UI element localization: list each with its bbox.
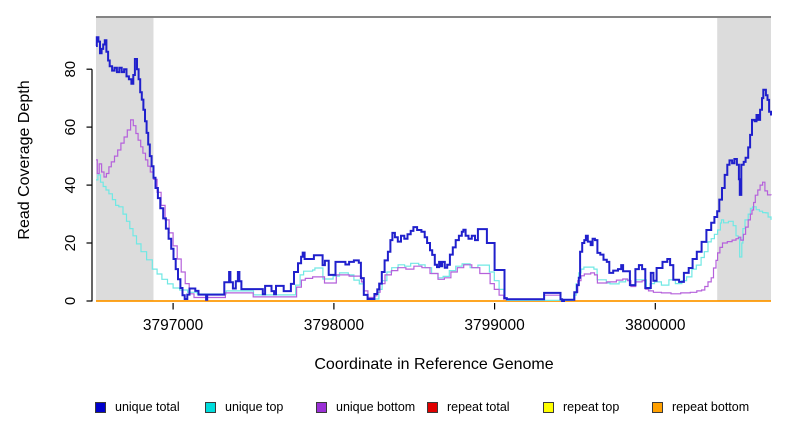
legend-swatch-icon — [95, 401, 106, 413]
x-axis-title: Coordinate in Reference Genome — [314, 356, 554, 373]
y-tick-label: 60 — [62, 119, 79, 136]
legend-item-unique-total: unique total — [95, 401, 180, 413]
legend-swatch-icon — [316, 401, 327, 413]
series-unique-total — [95, 36, 772, 302]
y-tick-label: 80 — [62, 61, 79, 78]
y-tick-label: 20 — [62, 235, 79, 252]
series-unique-bottom — [96, 119, 772, 301]
legend-item-unique-top: unique top — [205, 401, 283, 413]
x-tick-label: 3797000 — [143, 317, 204, 334]
y-tick-label: 0 — [62, 297, 79, 305]
y-axis-title: Read Coverage Depth — [16, 80, 33, 240]
y-axis: 0 20 40 60 80 — [62, 61, 93, 305]
x-axis: 3797000 3798000 3799000 3800000 — [143, 303, 686, 334]
legend-swatch-icon — [427, 401, 438, 413]
legend-label: unique top — [225, 400, 284, 414]
legend-swatch-icon — [543, 401, 554, 413]
repeat-region-band — [96, 17, 154, 301]
x-tick-label: 3798000 — [304, 317, 365, 334]
legend-item-unique-bottom: unique bottom — [316, 401, 415, 413]
x-tick-label: 3799000 — [464, 317, 525, 334]
legend-label: repeat bottom — [672, 400, 750, 414]
legend-item-repeat-bottom: repeat bottom — [652, 401, 749, 413]
legend-swatch-icon — [205, 401, 216, 413]
y-tick-label: 40 — [62, 177, 79, 194]
legend-label: repeat top — [563, 400, 620, 414]
repeat-region-band — [717, 17, 771, 301]
series-unique-top — [96, 174, 772, 301]
legend-label: unique bottom — [336, 400, 416, 414]
legend-swatch-icon — [652, 401, 663, 413]
x-tick-label: 3800000 — [625, 317, 686, 334]
legend-label: unique total — [115, 400, 180, 414]
legend-label: repeat total — [447, 400, 510, 414]
legend-item-repeat-total: repeat total — [427, 401, 510, 413]
legend-item-repeat-top: repeat top — [543, 401, 619, 413]
